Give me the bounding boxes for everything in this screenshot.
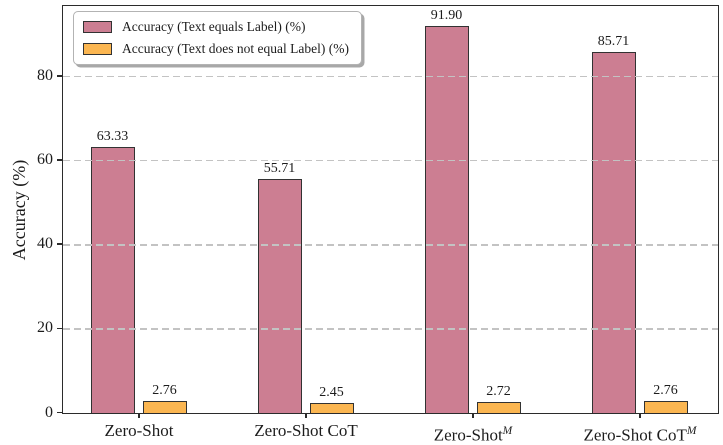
bar-value-label: 2.45 <box>319 384 344 400</box>
bar-value-label: 55.71 <box>263 160 296 176</box>
bar <box>476 401 521 413</box>
bar-value-label: 85.71 <box>597 34 630 50</box>
legend-item: Accuracy (Text equals Label) (%) <box>83 19 349 35</box>
bar <box>90 146 135 413</box>
bar <box>424 26 469 413</box>
y-tick-label: 40 <box>37 235 53 253</box>
bar-value-label: 2.72 <box>486 383 511 399</box>
x-tick <box>305 412 307 418</box>
x-tick <box>138 412 140 418</box>
y-tick <box>57 411 62 414</box>
y-tick-label: 80 <box>37 66 53 84</box>
y-tick <box>57 75 62 77</box>
x-tick-label: Zero-Shot <box>104 420 174 440</box>
x-tick-label: Zero-Shot CoTM <box>583 424 697 445</box>
bar-value-label: 2.76 <box>152 383 177 399</box>
bar <box>257 178 302 413</box>
y-tick-label: 60 <box>37 151 53 169</box>
legend-label: Accuracy (Text equals Label) (%) <box>122 19 306 34</box>
y-tick <box>57 159 62 161</box>
x-tick-label: Zero-Shot CoT <box>254 420 358 440</box>
legend-label: Accuracy (Text does not equal Label) (%) <box>122 41 349 56</box>
bar <box>591 52 636 413</box>
x-tick-label: Zero-ShotM <box>433 424 513 445</box>
bar-value-label: 63.33 <box>96 128 129 144</box>
bar-value-label: 91.90 <box>430 8 463 24</box>
plot-area: 63.33 55.71 91.90 85.71 2.76 2.45 2.72 2.76 <box>62 5 719 414</box>
bar <box>142 401 187 413</box>
legend-swatch-orange <box>83 43 112 55</box>
legend-item: Accuracy (Text does not equal Label) (%) <box>83 41 349 57</box>
legend-swatch-pink <box>83 21 112 33</box>
bar-value-label: 2.76 <box>653 383 678 399</box>
y-tick-label: 0 <box>45 403 53 421</box>
y-tick <box>57 327 62 330</box>
bar <box>309 402 354 413</box>
bar <box>643 401 688 413</box>
legend: Accuracy (Text equals Label) (%) Accurac… <box>73 11 362 65</box>
x-tick <box>639 412 641 418</box>
y-tick-label: 20 <box>37 319 53 337</box>
x-tick <box>472 412 474 418</box>
y-tick <box>57 243 62 245</box>
